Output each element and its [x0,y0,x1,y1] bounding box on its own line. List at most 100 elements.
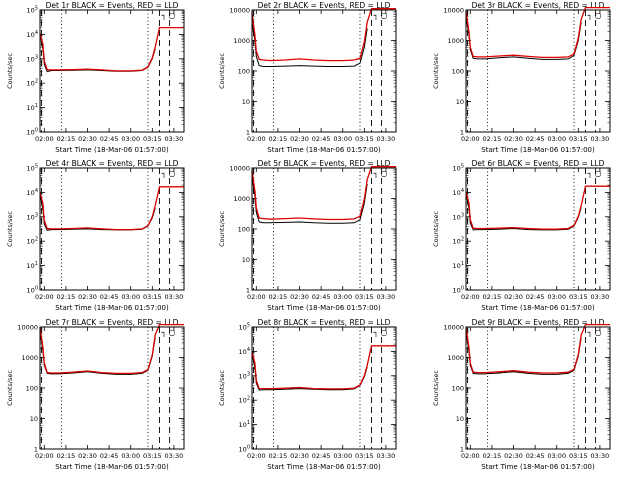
x-tick-label: 03:15 [143,452,162,460]
chart-title: Det 9r BLACK = Events, RED = LLD [472,318,605,327]
x-axis-label: Start Time (18-Mar-06 01:57:00) [481,304,595,312]
x-tick-label: 02:00 [461,135,480,143]
y-tick-label: 10 [456,98,464,106]
chart-title: Det 6r BLACK = Events, RED = LLD [472,159,605,168]
x-tick-label: 03:00 [547,452,566,460]
y-tick-label: 100 [238,226,250,234]
x-tick-label: 02:30 [504,293,523,301]
y-axis-label: Counts/sec [6,211,14,247]
y-tick-label: 102 [239,396,250,405]
x-tick-label: 03:15 [355,452,374,460]
plot-frame [251,326,397,450]
events-series-line [39,193,156,231]
lld-series-line [251,166,396,221]
plot-frame [465,167,611,291]
x-tick-label: 02:45 [100,135,119,143]
x-tick-label: 02:45 [526,452,545,460]
chart-title: Det 7r BLACK = Events, RED = LLD [46,318,179,327]
events-series-line [251,177,368,224]
circle-symbol: ○ [169,11,176,20]
x-axis-label: Start Time (18-Mar-06 01:57:00) [55,304,169,312]
bracket-symbol: ┐ [373,328,379,338]
x-tick-label: 02:15 [269,293,288,301]
bracket-symbol: ┐ [161,328,167,338]
y-tick-label: 1000 [233,195,250,203]
x-tick-label: 02:45 [526,135,545,143]
chart-panel-7: Det 7r BLACK = Events, RED = LLD Start Ti… [6,318,185,471]
y-tick-label: 105 [453,164,464,173]
y-tick-label: 102 [27,237,38,246]
x-tick-label: 02:30 [78,135,97,143]
events-series-line [39,331,156,375]
x-tick-label: 02:00 [35,135,54,143]
events-series-line [251,352,368,391]
y-tick-label: 104 [453,188,464,197]
chart-panel-6: Det 6r BLACK = Events, RED = LLD Start Ti… [432,159,611,312]
y-tick-label: 100 [27,286,38,295]
y-tick-label: 1 [34,446,38,454]
y-tick-label: 101 [27,103,38,112]
x-tick-label: 02:15 [57,135,76,143]
plot-frame [465,326,611,450]
y-tick-label: 1 [246,129,250,137]
y-tick-label: 103 [27,54,38,63]
x-axis-label: Start Time (18-Mar-06 01:57:00) [481,463,595,471]
x-tick-label: 03:00 [121,452,140,460]
x-axis-label: Start Time (18-Mar-06 01:57:00) [267,304,381,312]
x-tick-label: 03:15 [569,452,588,460]
chart-title: Det 3r BLACK = Events, RED = LLD [472,1,605,10]
y-tick-label: 1 [460,446,464,454]
y-tick-label: 100 [452,385,464,393]
x-tick-label: 03:30 [165,135,184,143]
y-tick-label: 104 [27,188,38,197]
x-tick-label: 03:15 [569,135,588,143]
y-tick-label: 1 [460,129,464,137]
chart-title: Det 1r BLACK = Events, RED = LLD [46,1,179,10]
y-tick-label: 100 [26,385,38,393]
x-tick-label: 03:15 [355,293,374,301]
lld-series-line [465,185,610,230]
x-tick-label: 02:30 [290,293,309,301]
x-tick-label: 02:15 [57,293,76,301]
circle-symbol: ○ [595,328,602,337]
x-tick-label: 02:30 [290,452,309,460]
lld-series-line [39,323,184,375]
y-tick-label: 100 [453,286,464,295]
bracket-symbol: ┐ [373,11,379,21]
plot-frame [39,167,185,291]
bracket-symbol: ┐ [161,169,167,179]
x-tick-label: 03:15 [143,135,162,143]
y-tick-label: 1000 [447,37,464,45]
plot-frame [39,326,185,450]
x-tick-label: 03:30 [591,293,610,301]
x-tick-label: 03:30 [591,135,610,143]
x-axis-label: Start Time (18-Mar-06 01:57:00) [267,463,381,471]
x-axis-label: Start Time (18-Mar-06 01:57:00) [267,146,381,154]
events-series-line [465,16,582,60]
x-tick-label: 02:30 [504,135,523,143]
lld-series-line [39,186,184,231]
circle-symbol: ○ [169,328,176,337]
chart-title: Det 8r BLACK = Events, RED = LLD [258,318,391,327]
events-series-line [39,33,156,73]
lld-series-line [39,26,184,72]
x-tick-label: 03:15 [355,135,374,143]
y-tick-label: 105 [239,323,250,332]
x-tick-label: 02:00 [461,452,480,460]
x-tick-label: 03:00 [121,293,140,301]
x-tick-label: 03:00 [333,135,352,143]
y-tick-label: 1000 [233,37,250,45]
y-tick-label: 104 [27,30,38,39]
chart-panel-1: Det 1r BLACK = Events, RED = LLD Start Ti… [6,1,185,154]
y-tick-label: 10000 [17,324,38,332]
circle-symbol: ○ [169,169,176,178]
y-tick-label: 101 [239,420,250,429]
y-axis-label: Counts/sec [218,211,226,247]
y-tick-label: 100 [239,445,250,454]
x-tick-label: 02:15 [269,135,288,143]
x-tick-label: 02:45 [312,293,331,301]
chart-title: Det 4r BLACK = Events, RED = LLD [46,159,179,168]
x-tick-label: 03:00 [547,293,566,301]
y-tick-label: 102 [453,237,464,246]
x-tick-label: 03:00 [547,135,566,143]
